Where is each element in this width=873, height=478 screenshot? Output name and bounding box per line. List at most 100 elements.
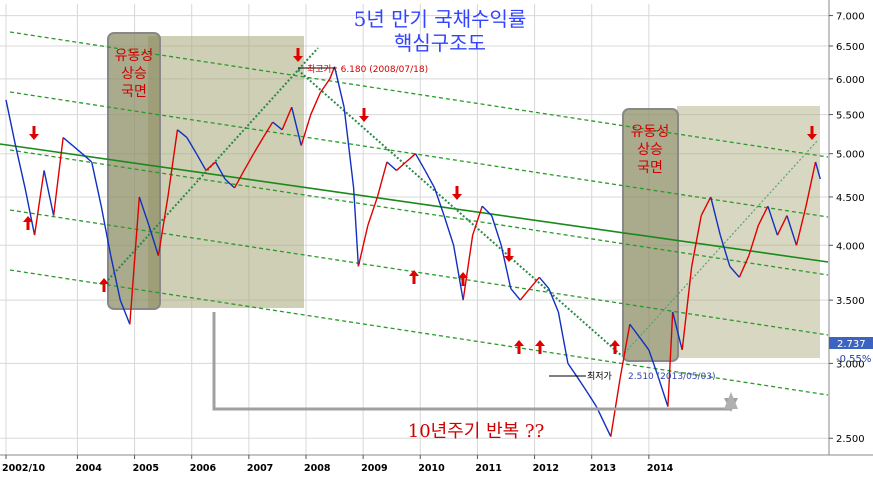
low-arrow-icon [535,340,545,346]
y-tick-label: 6.000 [836,75,865,86]
series-segment [376,161,388,198]
series-segment [576,376,588,393]
series-segment [638,336,650,351]
low-arrow-stem [26,222,30,230]
series-segment [167,129,179,198]
series-segment [262,121,274,138]
x-tick-label: 2005 [133,463,159,474]
series-segment [529,276,540,290]
x-tick-label: 2006 [190,463,217,474]
series-segment [648,349,660,378]
series-segment [776,215,788,236]
y-tick-label: 7.000 [836,12,865,23]
y-tick-label: 2.500 [836,434,865,445]
series-segment [667,311,674,407]
liquidity-label-right: 국면 [637,160,663,176]
x-tick-label: 2014 [647,463,674,474]
current-change: -0.55% [836,354,871,365]
channel-line [9,209,829,336]
series-segment [681,266,693,351]
x-tick-label: 2012 [533,463,559,474]
low-arrow-icon [514,340,524,346]
phase-box-wide [148,36,304,308]
channel-line [9,269,829,396]
y-tick-label: 3.000 [836,359,865,370]
series-segment [586,391,598,408]
series-segment [671,311,683,351]
high-arrow-icon [807,134,817,140]
liquidity-box-left [107,32,161,310]
series-segment [319,78,331,94]
series-segment [610,377,621,437]
x-tick-label: 2008 [304,463,331,474]
series-segment [81,153,93,163]
y-tick-label: 4.500 [836,193,865,204]
y-tick-label: 4.000 [836,241,865,252]
liquidity-label-right: 상승 [637,142,663,158]
series-segment [72,145,83,155]
series-segment [310,92,321,115]
x-tick-label: 2011 [475,463,501,474]
chart-subtitle: 핵심구조도 [394,31,486,55]
series-segment [329,66,336,80]
series-segment [52,137,64,216]
series-segment [129,196,141,325]
cycle-annotation: 10년주기 반복 ?? [408,421,544,442]
series-segment [100,206,112,256]
channel-line [9,149,829,276]
x-tick-label: 2002/10 [2,463,46,474]
series-segment [195,153,207,171]
series-segment [243,153,255,171]
series-segment [462,235,474,301]
series-segment [629,323,640,338]
high-arrow-icon [359,116,369,122]
series-segment [205,161,216,171]
series-segment [333,66,345,108]
series-segment [110,255,121,301]
series-segment [352,187,360,267]
high-arrow-icon [293,56,303,62]
series-segment [396,161,407,171]
series-segment [148,225,160,256]
series-segment [619,324,631,378]
series-segment [405,153,416,163]
current-value-badge: 2.737 [837,339,866,350]
high-arrow-stem [810,126,814,134]
y-tick-label: 5.000 [836,150,865,161]
channel-line [9,31,829,158]
low-arrow-stem [613,346,617,354]
series-segment [281,106,293,131]
chart-title: 5년 만기 국채수익률 [354,7,527,31]
series-segment [452,245,464,301]
downtrend-line [297,69,623,357]
liquidity-label-right: 유동성 [631,124,670,140]
channel-center [0,143,829,263]
x-tick-label: 2010 [418,463,445,474]
low-arrow-stem [461,278,465,286]
low-arrow-stem [517,346,521,354]
x-tick-label: 2009 [361,463,387,474]
series-segment [510,288,521,301]
series-segment [691,215,702,267]
series-segment [729,265,740,278]
series-segment [272,121,283,131]
channel-line [9,91,829,218]
y-tick-label: 6.500 [836,42,865,53]
series-segment [548,288,560,313]
series-segment [748,225,760,256]
series-segment [233,170,245,189]
series-segment [176,129,188,139]
low-annotation: 2.510 (2013/05/03) [628,372,716,382]
series-segment [491,215,502,246]
low-arrow-stem [538,346,542,354]
series-segment [710,196,721,236]
series-segment [24,187,36,236]
series-segment [253,137,264,155]
series-segment [719,234,731,267]
series-segment [414,153,426,171]
series-segment [567,363,579,378]
series-segment [500,245,512,289]
series-segment [557,311,569,364]
series-segment [300,114,312,146]
